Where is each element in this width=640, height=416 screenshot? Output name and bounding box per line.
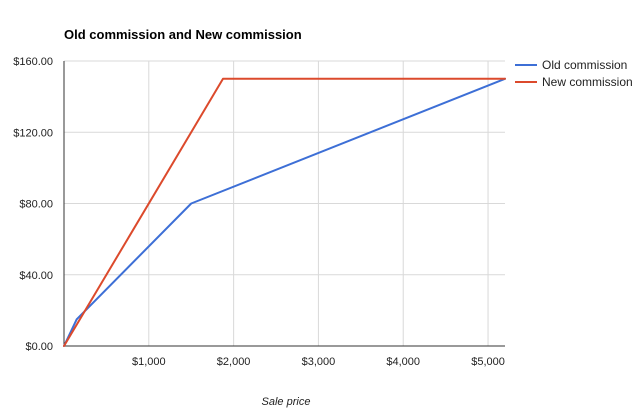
series-line-new-commission xyxy=(63,77,506,347)
y-tick-label: $120.00 xyxy=(13,127,53,139)
x-tick-label: $3,000 xyxy=(302,356,336,368)
x-tick-label: $5,000 xyxy=(471,356,505,368)
x-axis-title: Sale price xyxy=(262,396,311,408)
chart-title: Old commission and New commission xyxy=(64,27,302,42)
legend: Old commission New commission xyxy=(515,58,633,89)
x-tick-label: $2,000 xyxy=(217,356,251,368)
y-tick-label: $160.00 xyxy=(13,56,53,68)
series-lines xyxy=(63,77,506,347)
axes xyxy=(63,61,505,347)
y-tick-label: $40.00 xyxy=(19,270,53,282)
y-tick-label: $80.00 xyxy=(19,199,53,211)
x-tick-label: $4,000 xyxy=(386,356,420,368)
tick-labels: $0.00 $40.00 $80.00 $120.00 $160.00 $1,000 $2,… xyxy=(13,56,505,368)
series-line-old-commission xyxy=(63,77,506,347)
y-tick-label: $0.00 xyxy=(25,341,53,353)
x-tick-label: $1,000 xyxy=(132,356,166,368)
legend-label: Old commission xyxy=(542,58,627,72)
legend-label: New commission xyxy=(542,75,633,89)
gridlines xyxy=(64,60,505,346)
